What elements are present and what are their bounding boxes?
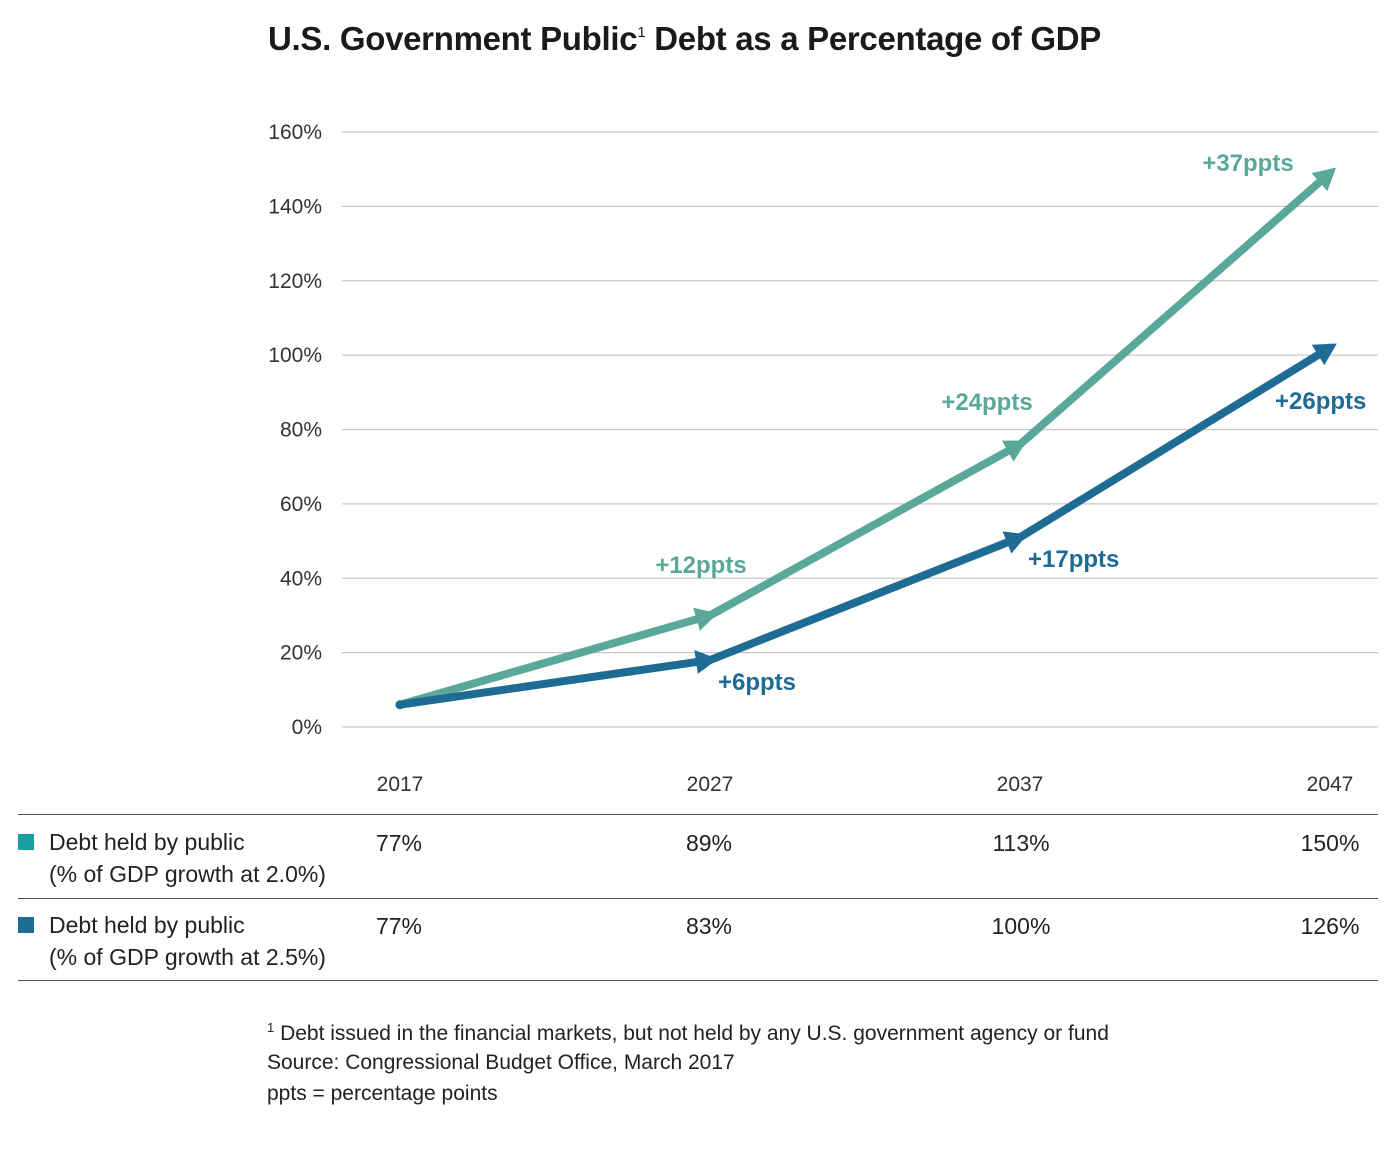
- row-label-line2: (% of GDP growth at 2.5%): [49, 944, 326, 970]
- x-axis-ticks: 2017 2027 2037 2047: [377, 773, 1354, 796]
- chart-title: U.S. Government Public1 Debt as a Percen…: [268, 20, 1101, 58]
- legend-swatch-2pct: [18, 834, 34, 850]
- series-arrowhead: [693, 607, 718, 631]
- ppts-annotation: +17ppts: [1028, 546, 1119, 573]
- table-cell: 89%: [685, 830, 733, 856]
- y-tick-label: 40%: [280, 567, 322, 590]
- ppts-annotation: +6ppts: [718, 669, 796, 696]
- legend-swatch-2-5pct: [18, 917, 34, 933]
- row-label-line2: (% of GDP growth at 2.0%): [49, 861, 326, 887]
- gridlines: [342, 131, 1378, 728]
- series-arrowhead: [1311, 343, 1337, 366]
- footnote: 1 Debt issued in the financial markets, …: [267, 1020, 1109, 1046]
- row-label-line1: Debt held by public: [49, 912, 245, 938]
- table-cell: 100%: [991, 913, 1051, 939]
- chart-title-main: U.S. Government Public: [268, 20, 638, 57]
- y-tick-label: 60%: [280, 493, 322, 516]
- x-tick-label: 2027: [687, 773, 734, 796]
- title-footnote-marker: 1: [637, 24, 646, 41]
- row-label-line1: Debt held by public: [49, 829, 245, 855]
- annotations: +12ppts +24ppts +37ppts +6ppts +17ppts +26ppt…: [655, 150, 1366, 696]
- series-arrowhead: [1311, 167, 1337, 192]
- series-arrowhead: [1002, 531, 1028, 554]
- y-tick-label: 100%: [268, 344, 322, 367]
- table-cell: 77%: [375, 830, 423, 856]
- series-start-point: [395, 700, 405, 710]
- series-lines: [395, 167, 1337, 710]
- source-note: Source: Congressional Budget Office, Mar…: [267, 1051, 735, 1074]
- table-cell: 150%: [1300, 830, 1360, 856]
- x-tick-label: 2047: [1307, 773, 1354, 796]
- series-line: [396, 343, 1334, 709]
- ppts-annotation: +26ppts: [1275, 388, 1366, 415]
- series-line: [396, 168, 1334, 709]
- table-cell: 113%: [992, 830, 1050, 856]
- y-tick-label: 20%: [280, 642, 322, 665]
- ppts-annotation: +37ppts: [1202, 150, 1293, 177]
- table-top-rule: [18, 814, 1378, 815]
- row-label-2pct: Debt held by public (% of GDP growth at …: [49, 826, 326, 890]
- series-arrowhead: [1001, 440, 1028, 462]
- y-tick-label: 160%: [268, 121, 322, 144]
- line-chart: 0%20%40%60%80%100%120%140%160% 2017 2027 2…: [268, 121, 1378, 796]
- y-axis-ticks: 0% 20% 40% 60% 80% 100% 120% 140% 160%: [268, 121, 322, 739]
- y-tick-label: 0%: [292, 716, 322, 739]
- y-tick-label: 80%: [280, 419, 322, 442]
- ppts-annotation: +12ppts: [655, 552, 746, 579]
- table-cell: 77%: [375, 913, 423, 939]
- footnote-marker: 1: [267, 1020, 275, 1035]
- row-label-2-5pct: Debt held by public (% of GDP growth at …: [49, 909, 326, 973]
- chart-title-rest: Debt as a Percentage of GDP: [654, 20, 1101, 57]
- x-tick-label: 2037: [997, 773, 1044, 796]
- table-cell: 83%: [685, 913, 733, 939]
- ppts-annotation: +24ppts: [941, 389, 1032, 416]
- x-tick-label: 2017: [377, 773, 424, 796]
- series-arrowhead: [694, 650, 718, 674]
- footnote-text: Debt issued in the financial markets, bu…: [280, 1022, 1109, 1045]
- y-tick-label: 120%: [268, 270, 322, 293]
- table-bottom-rule: [18, 980, 1378, 981]
- y-tick-label: 140%: [268, 195, 322, 218]
- ppts-note: ppts = percentage points: [267, 1082, 498, 1105]
- table-cell: 126%: [1300, 913, 1360, 939]
- table-mid-rule: [18, 898, 1378, 899]
